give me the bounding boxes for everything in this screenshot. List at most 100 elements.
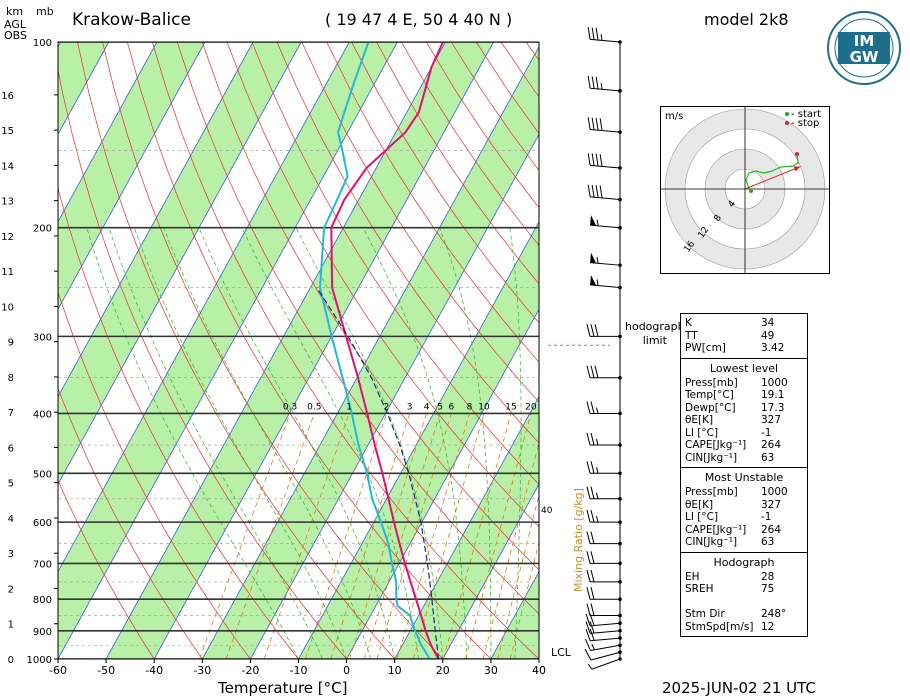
wind-barb-staff xyxy=(590,630,621,634)
mixing-ratio-label: 4 xyxy=(424,402,430,412)
index-value: 1000 xyxy=(761,486,788,498)
wind-barb-feather xyxy=(589,628,595,641)
mixing-ratio-label: 10 xyxy=(478,402,490,412)
index-key: Stm Dir xyxy=(685,608,725,620)
wind-barb-feather xyxy=(586,401,591,414)
wind-barb xyxy=(590,252,622,267)
wind-barb-feather xyxy=(586,432,591,446)
height-tick-label: 7 xyxy=(8,408,14,419)
hodograph-limit-line2: limit xyxy=(642,334,667,347)
wind-barb-half-feather xyxy=(596,279,599,286)
wind-barb-feather xyxy=(595,27,599,41)
mixing-ratio-label: 35 xyxy=(565,402,576,412)
pressure-tick-label: 900 xyxy=(33,627,52,638)
x-tick-label: -50 xyxy=(97,664,115,677)
wind-barb-feather xyxy=(591,117,595,130)
wind-barb xyxy=(585,628,622,642)
index-value: 34 xyxy=(761,317,775,329)
isotherm xyxy=(58,42,206,311)
wind-barb xyxy=(586,324,622,339)
height-tick-label: 16 xyxy=(1,91,14,102)
wind-barb-feather xyxy=(599,185,603,199)
x-tick-label: 0 xyxy=(343,664,350,677)
hodograph-units: m/s xyxy=(665,111,683,122)
wind-barb-feather xyxy=(585,628,591,641)
index-key: CIN[Jkg⁻¹] xyxy=(685,536,738,548)
wind-barb-feather xyxy=(590,509,595,523)
pressure-tick-label: 1000 xyxy=(27,655,52,666)
wind-barb xyxy=(586,401,622,416)
height-units-label: km xyxy=(6,5,24,18)
height-tick-label: 9 xyxy=(8,338,14,349)
isotherm xyxy=(250,133,539,659)
index-row: SREH 75 xyxy=(685,583,803,596)
wind-barb-feather xyxy=(584,638,591,651)
index-row: Press[mb] 1000 xyxy=(685,486,803,499)
wind-barb-column xyxy=(548,27,622,670)
index-row: Dewp[°C] 17.3 xyxy=(685,402,803,415)
wind-barb xyxy=(586,432,622,447)
wind-barb-feather xyxy=(586,461,591,474)
isotherm xyxy=(58,42,254,398)
wind-barb-pennant xyxy=(590,252,597,264)
x-tick-label: -10 xyxy=(290,664,308,677)
series-temperature xyxy=(330,42,444,659)
height-tick-label: 11 xyxy=(1,267,14,278)
wind-barb-feather xyxy=(586,587,591,600)
x-tick-label: -20 xyxy=(241,664,259,677)
moist-adiabat xyxy=(133,227,347,659)
index-value: 327 xyxy=(761,414,782,426)
isotherm xyxy=(442,483,539,659)
wind-barb xyxy=(587,184,622,202)
mixing-ratio-line xyxy=(376,413,452,659)
index-key: StmSpd[m/s] xyxy=(685,620,754,633)
model-name: model 2k8 xyxy=(704,10,789,29)
isotherm xyxy=(153,42,494,659)
wind-barb xyxy=(586,587,622,602)
index-row: PW[cm] 3.42 xyxy=(685,342,803,355)
obs-label: OBS xyxy=(4,29,27,42)
wind-barb-feather xyxy=(589,621,595,634)
index-value: 264 xyxy=(761,523,782,536)
index-row: θE[K] 327 xyxy=(685,499,803,512)
mixing-ratio-label: 0.5 xyxy=(307,402,321,412)
mixing-ratio-line xyxy=(497,493,539,659)
wind-barb-feather xyxy=(587,75,591,89)
index-key: CAPE[Jkg⁻¹] xyxy=(685,523,747,536)
mixing-ratio-label: 40 xyxy=(541,506,553,516)
most-unstable-title: Most Unstable xyxy=(704,471,784,484)
wind-barb xyxy=(586,603,622,618)
index-key: SREH xyxy=(685,583,714,595)
moist-adiabat xyxy=(538,652,539,659)
hodograph-ring-label: 8 xyxy=(712,213,724,224)
wind-barb-staff xyxy=(590,622,621,627)
x-tick-label: 10 xyxy=(388,664,402,677)
wind-barb xyxy=(586,486,622,501)
wind-barb-feather xyxy=(590,603,595,616)
wind-barb-feather xyxy=(591,27,595,40)
wind-barb-feather xyxy=(599,154,603,167)
mixing-ratio-line xyxy=(330,413,410,659)
wind-barb-feather xyxy=(586,551,591,564)
mixing-ratio-line xyxy=(225,413,315,659)
wind-barb-feather xyxy=(590,461,595,474)
pressure-tick-label: 100 xyxy=(33,38,52,49)
mixing-ratio-line xyxy=(412,413,485,659)
index-row: CIN[Jkg⁻¹] 63 xyxy=(685,452,803,465)
wind-barb xyxy=(587,153,622,170)
wind-barb-feather xyxy=(586,569,591,583)
isotherm-band xyxy=(106,42,494,659)
mixing-ratio-line xyxy=(443,413,512,659)
height-tick-label: 3 xyxy=(8,549,14,560)
wind-barb-staff xyxy=(590,262,621,266)
pressure-tick-label: 400 xyxy=(33,409,52,420)
wind-barb-half-feather xyxy=(596,438,599,446)
index-row: θE[K] 327 xyxy=(685,414,803,427)
mixing-ratio-line xyxy=(349,413,427,659)
index-row: Press[mb] 1000 xyxy=(685,377,803,390)
moist-adiabat xyxy=(198,227,396,659)
index-value: -1 xyxy=(761,426,772,439)
wind-barb-feather xyxy=(587,27,591,40)
series-dewpoint xyxy=(318,42,431,659)
storm-motion-arrowhead xyxy=(793,166,801,172)
